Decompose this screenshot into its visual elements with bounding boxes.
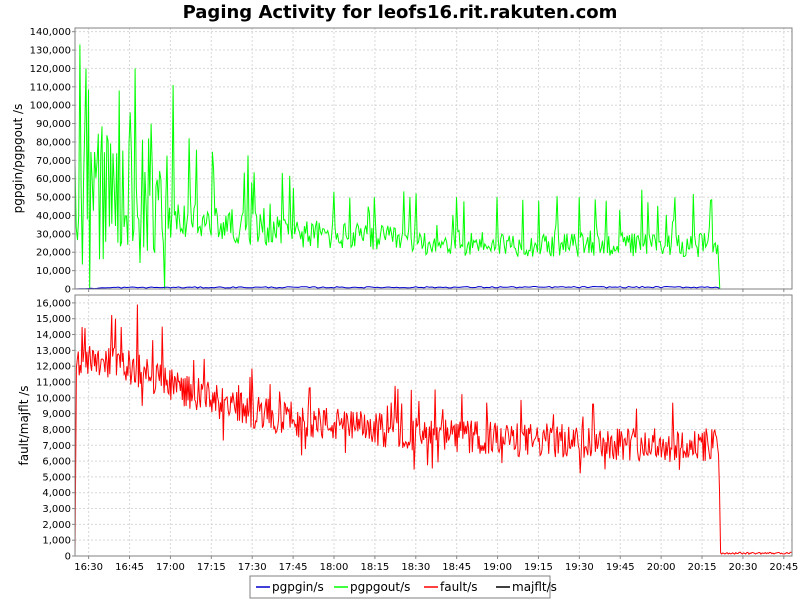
y-tick-label: 14,000 [36,330,71,341]
x-tick-label: 19:45 [606,562,635,573]
y-tick-label: 120,000 [30,64,71,75]
x-tick-label: 20:45 [769,562,798,573]
y-tick-label: 2,000 [42,520,71,531]
y-tick-label: 30,000 [36,229,71,240]
x-tick-label: 18:45 [442,562,471,573]
x-tick-label: 19:00 [483,562,512,573]
chart-panels: 0 10,000 20,000 30,000 40,000 50,000 60,000 70,… [11,27,798,573]
legend-box [249,575,551,599]
y-tick-label: 13,000 [36,346,71,357]
plot-border [74,27,793,290]
y-tick-label: 0 [65,552,71,563]
y-tick-label: 10,000 [36,266,71,277]
chart-panel-1: 0 10,000 20,000 30,000 40,000 50,000 60,000 70,… [11,27,793,296]
legend-item: fault/s [424,580,478,594]
y-tick-label: 4,000 [42,488,71,499]
x-tick-label: 19:30 [565,562,594,573]
legend-label: majflt/s [512,580,557,594]
y-tick-label: 130,000 [30,46,71,57]
legend-label: pgpgout/s [350,580,410,594]
series-faults-line [75,304,792,556]
plot-border [74,294,793,557]
y-tick-label: 6,000 [42,457,71,468]
y-tick-label: 20,000 [36,248,71,259]
y-tick-label: 50,000 [36,193,71,204]
x-tick-label: 17:30 [238,562,267,573]
y-tick-label: 140,000 [30,27,71,38]
y-tick-label: 80,000 [36,137,71,148]
y-tick-label: 7,000 [42,441,71,452]
y-tick-label: 90,000 [36,119,71,130]
y-tick-label: 9,000 [42,409,71,420]
x-tick-label: 20:15 [688,562,717,573]
y-tick-label: 15,000 [36,314,71,325]
x-tick-label: 16:45 [115,562,144,573]
y-tick-label: 100,000 [30,101,71,112]
chart-panel-2: 0 1,000 2,000 3,000 4,000 5,000 6,000 7,000 8,00… [17,294,793,563]
y-axis-title: fault/majflt /s [17,385,31,465]
x-axis-labels: 16:30 16:45 17:00 17:15 17:30 17:45 18:00 18:15… [74,562,798,573]
y-axis-title: pgpgin/pgpgout /s [11,104,25,214]
x-tick-label: 17:15 [197,562,226,573]
chart-title: Paging Activity for leofs16.rit.rakuten.… [183,2,618,23]
series-pgpgouts-line [75,44,792,289]
legend-item: pgpgout/s [334,580,410,594]
y-tick-label: 1,000 [42,536,71,547]
y-tick-label: 0 [65,285,71,296]
y-tick-label: 3,000 [42,504,71,515]
y-tick-label: 60,000 [36,174,71,185]
legend-label: pgpgin/s [272,580,324,594]
series-pgpgins-line [75,285,792,289]
y-tick-label: 10,000 [36,393,71,404]
chart-legend: pgpgin/s pgpgout/s fault/s majflt/s [249,575,557,599]
legend-label: fault/s [440,580,478,594]
x-tick-label: 19:15 [524,562,553,573]
legend-item: majflt/s [496,580,557,594]
x-tick-label: 17:00 [156,562,185,573]
y-tick-label: 8,000 [42,425,71,436]
y-tick-label: 12,000 [36,362,71,373]
legend-item: pgpgin/s [256,580,324,594]
y-tick-label: 11,000 [36,378,71,389]
x-tick-label: 17:45 [279,562,308,573]
x-tick-label: 18:00 [320,562,349,573]
y-tick-label: 5,000 [42,472,71,483]
y-tick-label: 40,000 [36,211,71,222]
plot-area [75,28,792,289]
y-tick-label: 70,000 [36,156,71,167]
x-tick-label: 16:30 [74,562,103,573]
y-tick-label: 110,000 [30,82,71,93]
x-tick-label: 20:30 [729,562,758,573]
x-tick-label: 20:00 [647,562,676,573]
x-tick-label: 18:30 [401,562,430,573]
x-tick-label: 18:15 [360,562,389,573]
y-tick-label: 16,000 [36,298,71,309]
